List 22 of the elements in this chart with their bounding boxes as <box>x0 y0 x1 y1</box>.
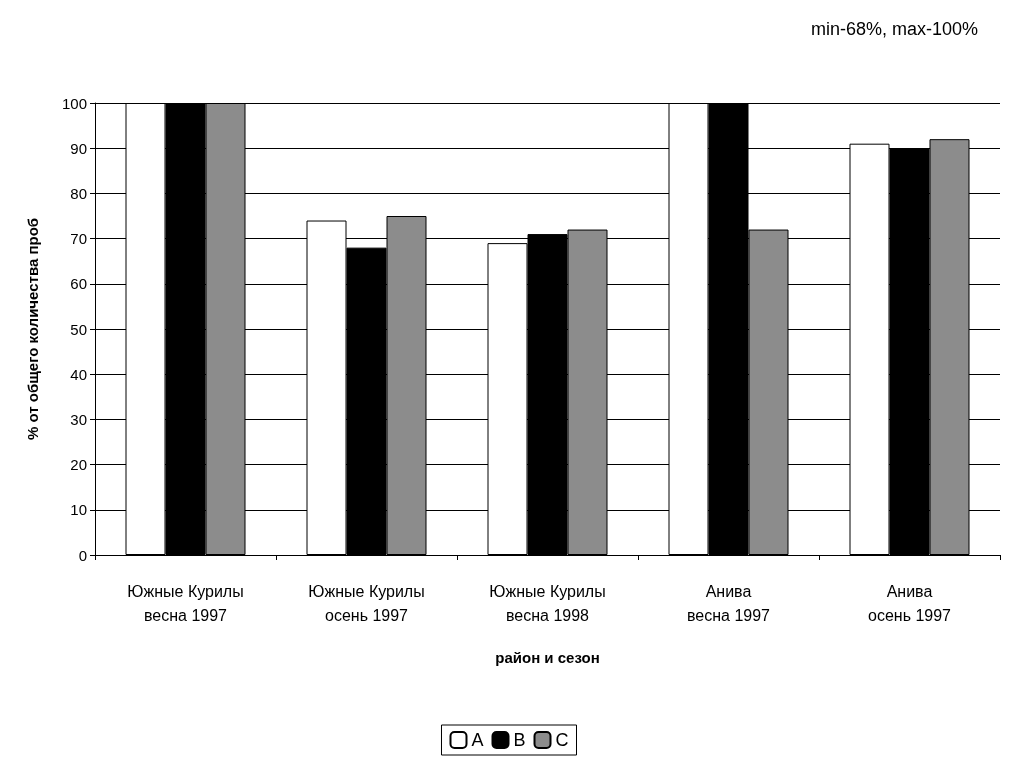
y-tick-label: 90 <box>70 139 87 157</box>
y-tick-label: 0 <box>78 546 87 564</box>
text: min-68%, max-100% <box>810 19 978 39</box>
x-tick-label: Анива осень 1997 <box>867 582 952 624</box>
y-tick-label: 80 <box>70 184 87 202</box>
y-tick-label: 30 <box>70 410 87 428</box>
y-tick-label: 20 <box>70 456 87 474</box>
legend-label: B <box>513 730 526 750</box>
x-tick-label: Анива весна 1997 <box>687 582 771 624</box>
y-tick-label: 10 <box>70 501 87 519</box>
x-tick-label: Южные Курилы весна 1998 <box>489 582 606 624</box>
y-axis-title: % от общего количества проб <box>24 217 41 441</box>
y-tick-label: 100 <box>61 94 87 112</box>
legend-label: C <box>555 730 569 750</box>
y-tick-label: 70 <box>70 230 87 248</box>
legend-label: A <box>471 730 484 750</box>
x-axis-title: район и сезон <box>495 649 600 666</box>
y-tick-label: 50 <box>70 320 87 338</box>
y-tick-label: 60 <box>70 275 87 293</box>
y-tick-label: 40 <box>70 365 87 383</box>
x-tick-label: Южные Курилы осень 1997 <box>308 582 425 624</box>
x-tick-label: Южные Курилы весна 1997 <box>127 582 244 624</box>
